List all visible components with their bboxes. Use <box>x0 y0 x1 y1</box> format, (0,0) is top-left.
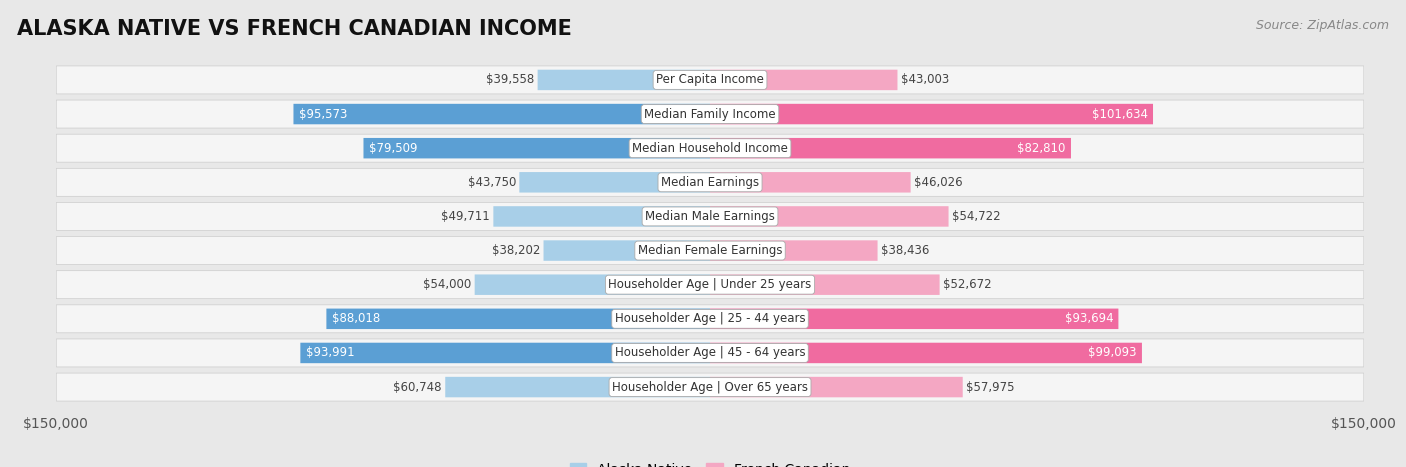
Text: $79,509: $79,509 <box>368 142 418 155</box>
Text: $88,018: $88,018 <box>332 312 380 325</box>
Text: $43,750: $43,750 <box>468 176 516 189</box>
Text: $60,748: $60,748 <box>394 381 441 394</box>
Text: ALASKA NATIVE VS FRENCH CANADIAN INCOME: ALASKA NATIVE VS FRENCH CANADIAN INCOME <box>17 19 572 39</box>
FancyBboxPatch shape <box>294 104 710 124</box>
FancyBboxPatch shape <box>475 275 710 295</box>
Text: Median Household Income: Median Household Income <box>633 142 787 155</box>
FancyBboxPatch shape <box>56 203 1364 230</box>
Text: $38,202: $38,202 <box>492 244 540 257</box>
FancyBboxPatch shape <box>537 70 710 90</box>
Text: Median Male Earnings: Median Male Earnings <box>645 210 775 223</box>
Text: $49,711: $49,711 <box>441 210 491 223</box>
Text: $99,093: $99,093 <box>1088 347 1136 360</box>
Text: $95,573: $95,573 <box>298 107 347 120</box>
FancyBboxPatch shape <box>56 339 1364 367</box>
Text: Householder Age | Under 25 years: Householder Age | Under 25 years <box>609 278 811 291</box>
Text: $54,000: $54,000 <box>423 278 471 291</box>
FancyBboxPatch shape <box>710 70 897 90</box>
FancyBboxPatch shape <box>56 237 1364 264</box>
FancyBboxPatch shape <box>710 343 1142 363</box>
Text: $38,436: $38,436 <box>880 244 929 257</box>
Text: $93,991: $93,991 <box>305 347 354 360</box>
FancyBboxPatch shape <box>710 206 949 226</box>
Text: $57,975: $57,975 <box>966 381 1015 394</box>
Text: $46,026: $46,026 <box>914 176 963 189</box>
Text: Median Family Income: Median Family Income <box>644 107 776 120</box>
Text: Householder Age | 25 - 44 years: Householder Age | 25 - 44 years <box>614 312 806 325</box>
FancyBboxPatch shape <box>446 377 710 397</box>
FancyBboxPatch shape <box>710 377 963 397</box>
Text: $39,558: $39,558 <box>486 73 534 86</box>
FancyBboxPatch shape <box>710 309 1118 329</box>
Text: $52,672: $52,672 <box>943 278 991 291</box>
FancyBboxPatch shape <box>56 305 1364 333</box>
Text: $93,694: $93,694 <box>1064 312 1114 325</box>
FancyBboxPatch shape <box>56 134 1364 162</box>
Text: $82,810: $82,810 <box>1018 142 1066 155</box>
Text: Per Capita Income: Per Capita Income <box>657 73 763 86</box>
FancyBboxPatch shape <box>710 241 877 261</box>
Legend: Alaska Native, French Canadian: Alaska Native, French Canadian <box>564 457 856 467</box>
FancyBboxPatch shape <box>544 241 710 261</box>
Text: $101,634: $101,634 <box>1092 107 1147 120</box>
FancyBboxPatch shape <box>494 206 710 226</box>
FancyBboxPatch shape <box>56 66 1364 94</box>
Text: Source: ZipAtlas.com: Source: ZipAtlas.com <box>1256 19 1389 32</box>
FancyBboxPatch shape <box>56 373 1364 401</box>
FancyBboxPatch shape <box>710 104 1153 124</box>
FancyBboxPatch shape <box>301 343 710 363</box>
FancyBboxPatch shape <box>710 138 1071 158</box>
FancyBboxPatch shape <box>56 168 1364 196</box>
FancyBboxPatch shape <box>56 271 1364 299</box>
Text: $43,003: $43,003 <box>901 73 949 86</box>
Text: Median Female Earnings: Median Female Earnings <box>638 244 782 257</box>
FancyBboxPatch shape <box>56 100 1364 128</box>
FancyBboxPatch shape <box>364 138 710 158</box>
Text: Householder Age | 45 - 64 years: Householder Age | 45 - 64 years <box>614 347 806 360</box>
Text: Median Earnings: Median Earnings <box>661 176 759 189</box>
FancyBboxPatch shape <box>326 309 710 329</box>
Text: Householder Age | Over 65 years: Householder Age | Over 65 years <box>612 381 808 394</box>
FancyBboxPatch shape <box>519 172 710 192</box>
FancyBboxPatch shape <box>710 172 911 192</box>
FancyBboxPatch shape <box>710 275 939 295</box>
Text: $54,722: $54,722 <box>952 210 1001 223</box>
